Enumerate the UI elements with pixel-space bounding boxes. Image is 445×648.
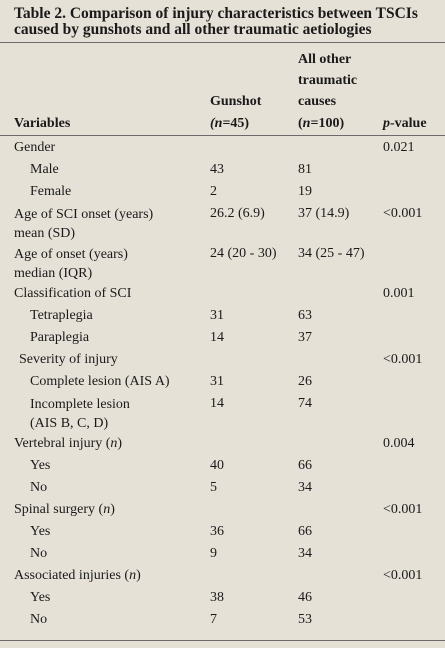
p-value: <0.001 xyxy=(383,206,423,221)
table-row: Tetraplegia 31 63 xyxy=(0,305,445,327)
row-label: No xyxy=(30,546,48,561)
gunshot-value: 31 xyxy=(210,374,224,389)
row-label: No xyxy=(30,480,48,495)
table-bottom-rule xyxy=(0,640,445,641)
table-row: Associated injuries (n) <0.001 xyxy=(0,565,445,587)
gunshot-value: 14 xyxy=(210,330,224,345)
other-value: 34 (25 - 47) xyxy=(298,246,365,261)
header-pvalue: p-value xyxy=(383,116,427,131)
row-label: Vertebral injury (n) xyxy=(14,436,123,451)
table-row: No 5 34 xyxy=(0,477,445,499)
other-value: 81 xyxy=(298,162,312,177)
row-label: Incomplete lesion (AIS B, C, D) xyxy=(30,397,130,431)
row-label: No xyxy=(30,612,48,627)
table-row: Spinal surgery (n) <0.001 xyxy=(0,499,445,521)
row-label: Complete lesion (AIS A) xyxy=(30,374,170,389)
row-label: Yes xyxy=(30,590,51,605)
gunshot-value: 14 xyxy=(210,396,224,411)
other-value: 74 xyxy=(298,396,312,411)
table-row: Paraplegia 14 37 xyxy=(0,327,445,349)
table-row: Male 43 81 xyxy=(0,159,445,181)
row-label: Classification of SCI xyxy=(14,286,132,301)
row-label: Age of onset (years) median (IQR) xyxy=(14,247,128,281)
header-other-line-1: All other xyxy=(298,52,352,67)
table-row: No 7 53 xyxy=(0,609,445,631)
header-other-line-2: traumatic xyxy=(298,73,358,88)
table-row: Yes 38 46 xyxy=(0,587,445,609)
row-label: Tetraplegia xyxy=(30,308,93,323)
p-value: 0.001 xyxy=(383,286,415,301)
caption-line-1: Table 2. Comparison of injury characteri… xyxy=(14,5,418,22)
table-row: Female 2 19 xyxy=(0,181,445,203)
other-value: 37 (14.9) xyxy=(298,206,350,221)
gunshot-value: 38 xyxy=(210,590,224,605)
row-label: Associated injuries (n) xyxy=(14,568,141,583)
other-value: 37 xyxy=(298,330,312,345)
table-row: Yes 36 66 xyxy=(0,521,445,543)
caption-line-2: caused by gunshots and all other traumat… xyxy=(14,21,372,38)
table-row: No 9 34 xyxy=(0,543,445,565)
table-row: Age of SCI onset (years) mean (SD) 26.2 (… xyxy=(0,203,445,243)
p-value: <0.001 xyxy=(383,502,423,517)
gunshot-value: 24 (20 - 30) xyxy=(210,246,277,261)
header-gunshot-n: (n=45) xyxy=(210,116,250,131)
gunshot-value: 36 xyxy=(210,524,224,539)
header-other-line-3: causes xyxy=(298,94,337,109)
table-row: Complete lesion (AIS A) 31 26 xyxy=(0,371,445,393)
table-row: Gender 0.021 xyxy=(0,137,445,159)
row-label: Female xyxy=(30,184,72,199)
other-value: 66 xyxy=(298,458,312,473)
gunshot-value: 40 xyxy=(210,458,224,473)
other-value: 53 xyxy=(298,612,312,627)
other-value: 63 xyxy=(298,308,312,323)
gunshot-value: 9 xyxy=(210,546,217,561)
gunshot-value: 26.2 (6.9) xyxy=(210,206,265,221)
other-value: 34 xyxy=(298,546,312,561)
other-value: 26 xyxy=(298,374,312,389)
table-row: Classification of SCI 0.001 xyxy=(0,283,445,305)
row-label: Yes xyxy=(30,458,51,473)
row-label: Yes xyxy=(30,524,51,539)
table-caption: Table 2. Comparison of injury characteri… xyxy=(0,0,445,43)
header-gunshot: Gunshot xyxy=(210,94,262,109)
other-value: 46 xyxy=(298,590,312,605)
row-label: Gender xyxy=(14,140,56,155)
table-row: Age of onset (years) median (IQR) 24 (20 … xyxy=(0,243,445,283)
other-value: 34 xyxy=(298,480,312,495)
table-row: Yes 40 66 xyxy=(0,455,445,477)
table-body: Gender 0.021 Male 43 81 Female 2 19 Age … xyxy=(0,137,445,631)
table-row: Incomplete lesion (AIS B, C, D) 14 74 xyxy=(0,393,445,433)
row-label: Spinal surgery (n) xyxy=(14,502,115,517)
header-other-n: (n=100) xyxy=(298,116,345,131)
gunshot-value: 43 xyxy=(210,162,224,177)
p-value: 0.021 xyxy=(383,140,415,155)
table-row: Vertebral injury (n) 0.004 xyxy=(0,433,445,455)
gunshot-value: 7 xyxy=(210,612,217,627)
table-row: Severity of injury <0.001 xyxy=(0,349,445,371)
header-variables: Variables xyxy=(14,116,71,131)
table-header: Variables Gunshot (n=45) All other traum… xyxy=(0,46,445,136)
row-label: Severity of injury xyxy=(19,352,118,367)
p-value: 0.004 xyxy=(383,436,415,451)
gunshot-value: 31 xyxy=(210,308,224,323)
row-label: Age of SCI onset (years) mean (SD) xyxy=(14,207,154,241)
other-value: 66 xyxy=(298,524,312,539)
row-label: Paraplegia xyxy=(30,330,90,345)
row-label: Male xyxy=(30,162,59,177)
gunshot-value: 2 xyxy=(210,184,217,199)
p-value: <0.001 xyxy=(383,352,423,367)
p-value: <0.001 xyxy=(383,568,423,583)
gunshot-value: 5 xyxy=(210,480,217,495)
other-value: 19 xyxy=(298,184,312,199)
